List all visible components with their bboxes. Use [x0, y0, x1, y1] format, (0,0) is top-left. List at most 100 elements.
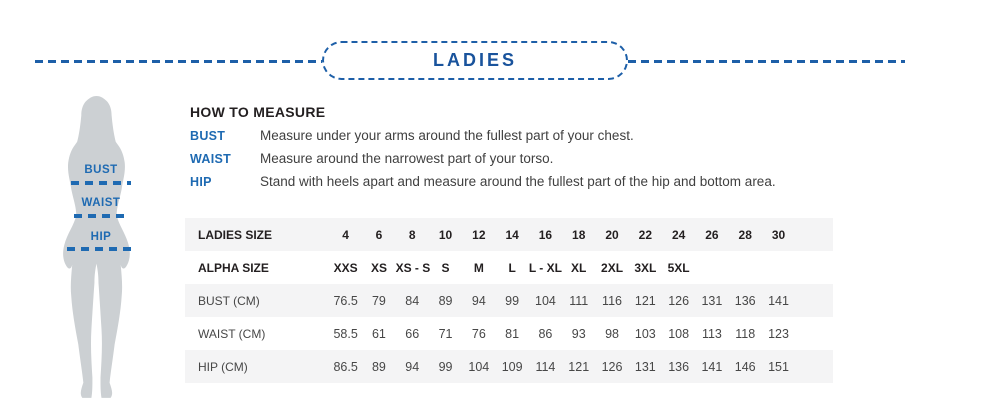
size-value: 14: [505, 227, 519, 242]
size-value: 103: [634, 326, 656, 341]
row-label: WAIST (CM): [198, 326, 266, 341]
filler-cell: [795, 317, 833, 350]
measure-item-hip: HIP Stand with heels apart and measure ar…: [190, 174, 880, 197]
size-value: XS: [370, 260, 387, 275]
size-value: XS - S: [395, 260, 431, 275]
table-row: BUST (CM) 76.5 79 84 89 94 99 104 111 116 121 126 13…: [185, 284, 834, 317]
divider-dash-left: [35, 60, 322, 63]
size-value: 108: [668, 326, 690, 341]
size-value: 141: [701, 359, 723, 374]
table-row: WAIST (CM) 58.5 61 66 71 76 81 86 93 98 103 108 113 1…: [185, 317, 833, 350]
measure-description: Measure around the narrowest part of you…: [260, 151, 554, 166]
size-value: 76.5: [333, 293, 358, 308]
size-value: 28: [738, 227, 752, 242]
size-value: 71: [438, 326, 453, 341]
size-value: [695, 251, 728, 284]
size-value: 99: [438, 359, 453, 374]
size-value: 30: [771, 227, 786, 242]
figure-dash-waist: [74, 214, 128, 218]
row-label: LADIES SIZE: [198, 227, 273, 242]
size-value: 24: [671, 227, 686, 242]
size-value: 10: [438, 227, 453, 242]
size-value: 126: [668, 293, 690, 308]
size-value: 146: [734, 359, 756, 374]
size-value: 104: [535, 293, 556, 308]
size-value: 141: [768, 293, 789, 308]
size-value: 79: [371, 293, 386, 308]
size-value: XXS: [333, 260, 358, 275]
size-value: 89: [438, 293, 453, 308]
size-value: 131: [701, 293, 723, 308]
ladies-title-pill: LADIES: [322, 41, 628, 80]
size-value: 136: [734, 293, 756, 308]
figure-label-hip: HIP: [90, 231, 112, 243]
size-value: 99: [505, 293, 520, 308]
measure-description: Measure under your arms around the fulle…: [260, 128, 634, 143]
figure-label-bust: BUST: [84, 164, 118, 176]
size-value: 3XL: [634, 260, 657, 275]
size-value: 16: [538, 227, 553, 242]
filler-cell: [795, 251, 833, 284]
size-value: 81: [505, 326, 520, 341]
size-value: 89: [371, 359, 386, 374]
size-value: 118: [735, 326, 756, 341]
size-value: 131: [634, 359, 656, 374]
how-to-measure-section: HOW TO MEASURE BUST Measure under your ar…: [190, 104, 880, 197]
size-table: LADIES SIZE 4 6 8 10 12 14 16 18 20 22 24 26 28 30 ALPH…: [185, 218, 834, 383]
size-value: 151: [768, 359, 789, 374]
measurement-figure: BUST WAIST HIP: [48, 94, 154, 406]
size-value: 123: [768, 326, 789, 341]
size-value: 104: [468, 359, 490, 374]
measure-term: WAIST: [190, 152, 232, 166]
size-value: 12: [472, 227, 486, 242]
size-value: 116: [602, 293, 622, 308]
size-value: 94: [405, 359, 420, 374]
table-row: LADIES SIZE 4 6 8 10 12 14 16 18 20 22 24 26 28 30: [185, 218, 834, 251]
size-value: 61: [371, 326, 386, 341]
row-label: HIP (CM): [198, 359, 248, 374]
size-value: 76: [471, 326, 486, 341]
size-value: XL: [571, 260, 587, 275]
measure-description: Stand with heels apart and measure aroun…: [260, 174, 776, 189]
measure-item-waist: WAIST Measure around the narrowest part o…: [190, 151, 880, 174]
page-title: LADIES: [432, 50, 517, 70]
size-value: 113: [701, 326, 722, 341]
size-value: L - XL: [528, 260, 562, 275]
row-label: BUST (CM): [198, 293, 260, 308]
size-value: M: [473, 260, 484, 275]
figure-label-waist: WAIST: [81, 197, 121, 209]
size-value: 5XL: [667, 260, 690, 275]
size-value: 22: [638, 227, 652, 242]
size-value: [762, 251, 795, 284]
size-value: 94: [471, 293, 486, 308]
size-value: 84: [405, 293, 420, 308]
size-value: S: [441, 260, 450, 275]
size-value: 66: [405, 326, 420, 341]
divider-dash-right: [628, 60, 905, 63]
size-value: 109: [501, 359, 523, 374]
measure-term: HIP: [190, 175, 212, 189]
size-value: 86: [538, 326, 553, 341]
size-value: 8: [408, 227, 416, 242]
size-value: 98: [605, 326, 619, 341]
size-value: 121: [634, 293, 656, 308]
size-value: L: [508, 260, 516, 275]
size-value: 126: [601, 359, 623, 374]
woman-silhouette-image: [63, 96, 130, 398]
size-value: 111: [569, 293, 589, 308]
filler-cell: [795, 218, 833, 251]
size-value: 58.5: [333, 326, 358, 341]
row-label: ALPHA SIZE: [198, 260, 269, 275]
how-to-measure-heading: HOW TO MEASURE: [190, 104, 326, 120]
size-value: 2XL: [601, 260, 624, 275]
table-row: HIP (CM) 86.5 89 94 99 104 109 114 121 126 131 136 1…: [185, 350, 834, 383]
size-value: 20: [605, 227, 619, 242]
size-value: 18: [572, 227, 586, 242]
table-row: ALPHA SIZE XXS XS XS - S S M L L - XL XL 2XL 3XL 5X…: [185, 251, 833, 284]
size-value: 86.5: [333, 359, 358, 374]
size-value: 114: [535, 359, 556, 374]
size-table-body: LADIES SIZE 4 6 8 10 12 14 16 18 20 22 24 26 28 30 ALPH…: [185, 218, 834, 383]
filler-cell: [795, 284, 833, 317]
size-value: 136: [668, 359, 690, 374]
